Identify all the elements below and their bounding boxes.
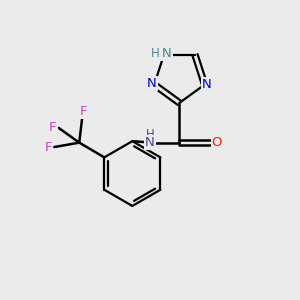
Text: F: F <box>49 122 56 134</box>
Text: N: N <box>202 78 212 91</box>
Text: N: N <box>145 136 155 149</box>
Text: H: H <box>151 47 160 60</box>
Text: F: F <box>80 105 87 118</box>
Text: N: N <box>162 47 172 60</box>
Text: H: H <box>146 128 154 141</box>
Text: F: F <box>45 141 52 154</box>
Text: N: N <box>147 76 157 90</box>
Text: O: O <box>212 136 222 149</box>
